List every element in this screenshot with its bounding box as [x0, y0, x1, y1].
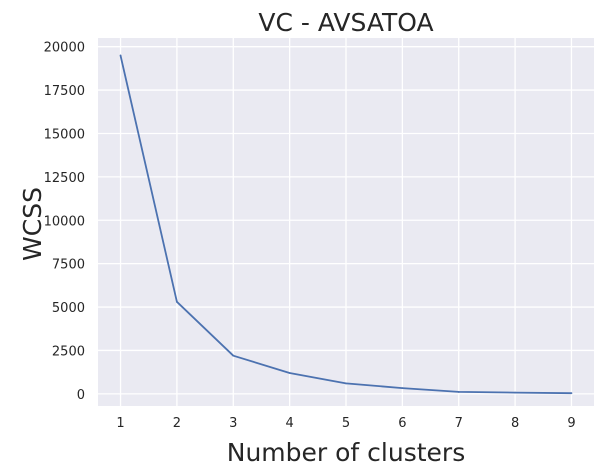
- x-tick-label: 6: [398, 416, 406, 431]
- data-point: [514, 391, 516, 394]
- y-tick-label: 17500: [44, 84, 85, 99]
- data-point: [570, 392, 573, 395]
- x-tick-label: 1: [116, 416, 124, 431]
- y-tick-label: 0: [77, 388, 85, 403]
- data-point: [288, 372, 291, 374]
- x-tick-label: 8: [511, 416, 519, 431]
- x-axis-label: Number of clusters: [227, 438, 465, 467]
- y-tick-label: 20000: [44, 41, 85, 56]
- x-tick-label: 7: [455, 416, 463, 431]
- x-tick-label: 2: [173, 416, 181, 431]
- y-tick-label: 7500: [52, 258, 85, 273]
- data-point: [232, 354, 235, 357]
- x-tick-label: 5: [342, 416, 350, 431]
- y-tick-label: 12500: [44, 171, 85, 186]
- x-tick-label: 4: [285, 416, 293, 431]
- x-tick-labels: 1 2 3 4 5 6 7 8 9: [116, 416, 575, 431]
- data-point: [457, 391, 460, 393]
- x-tick-label: 3: [229, 416, 237, 431]
- y-tick-label: 5000: [52, 301, 85, 316]
- data-point: [176, 300, 178, 303]
- data-point: [119, 54, 122, 57]
- data-points: [119, 54, 573, 395]
- grid-lines: [98, 38, 594, 406]
- data-point: [401, 387, 404, 390]
- x-tick-label: 9: [567, 416, 575, 431]
- y-tick-label: 2500: [52, 344, 85, 359]
- chart-title: VC - AVSATOA: [258, 8, 433, 37]
- data-point: [345, 382, 347, 385]
- y-tick-label: 10000: [44, 214, 85, 229]
- y-tick-labels: 0 2500 5000 7500 10000 12500 15000 17500 20000: [44, 41, 85, 403]
- y-axis-label: WCSS: [18, 187, 47, 261]
- y-tick-label: 15000: [44, 127, 85, 142]
